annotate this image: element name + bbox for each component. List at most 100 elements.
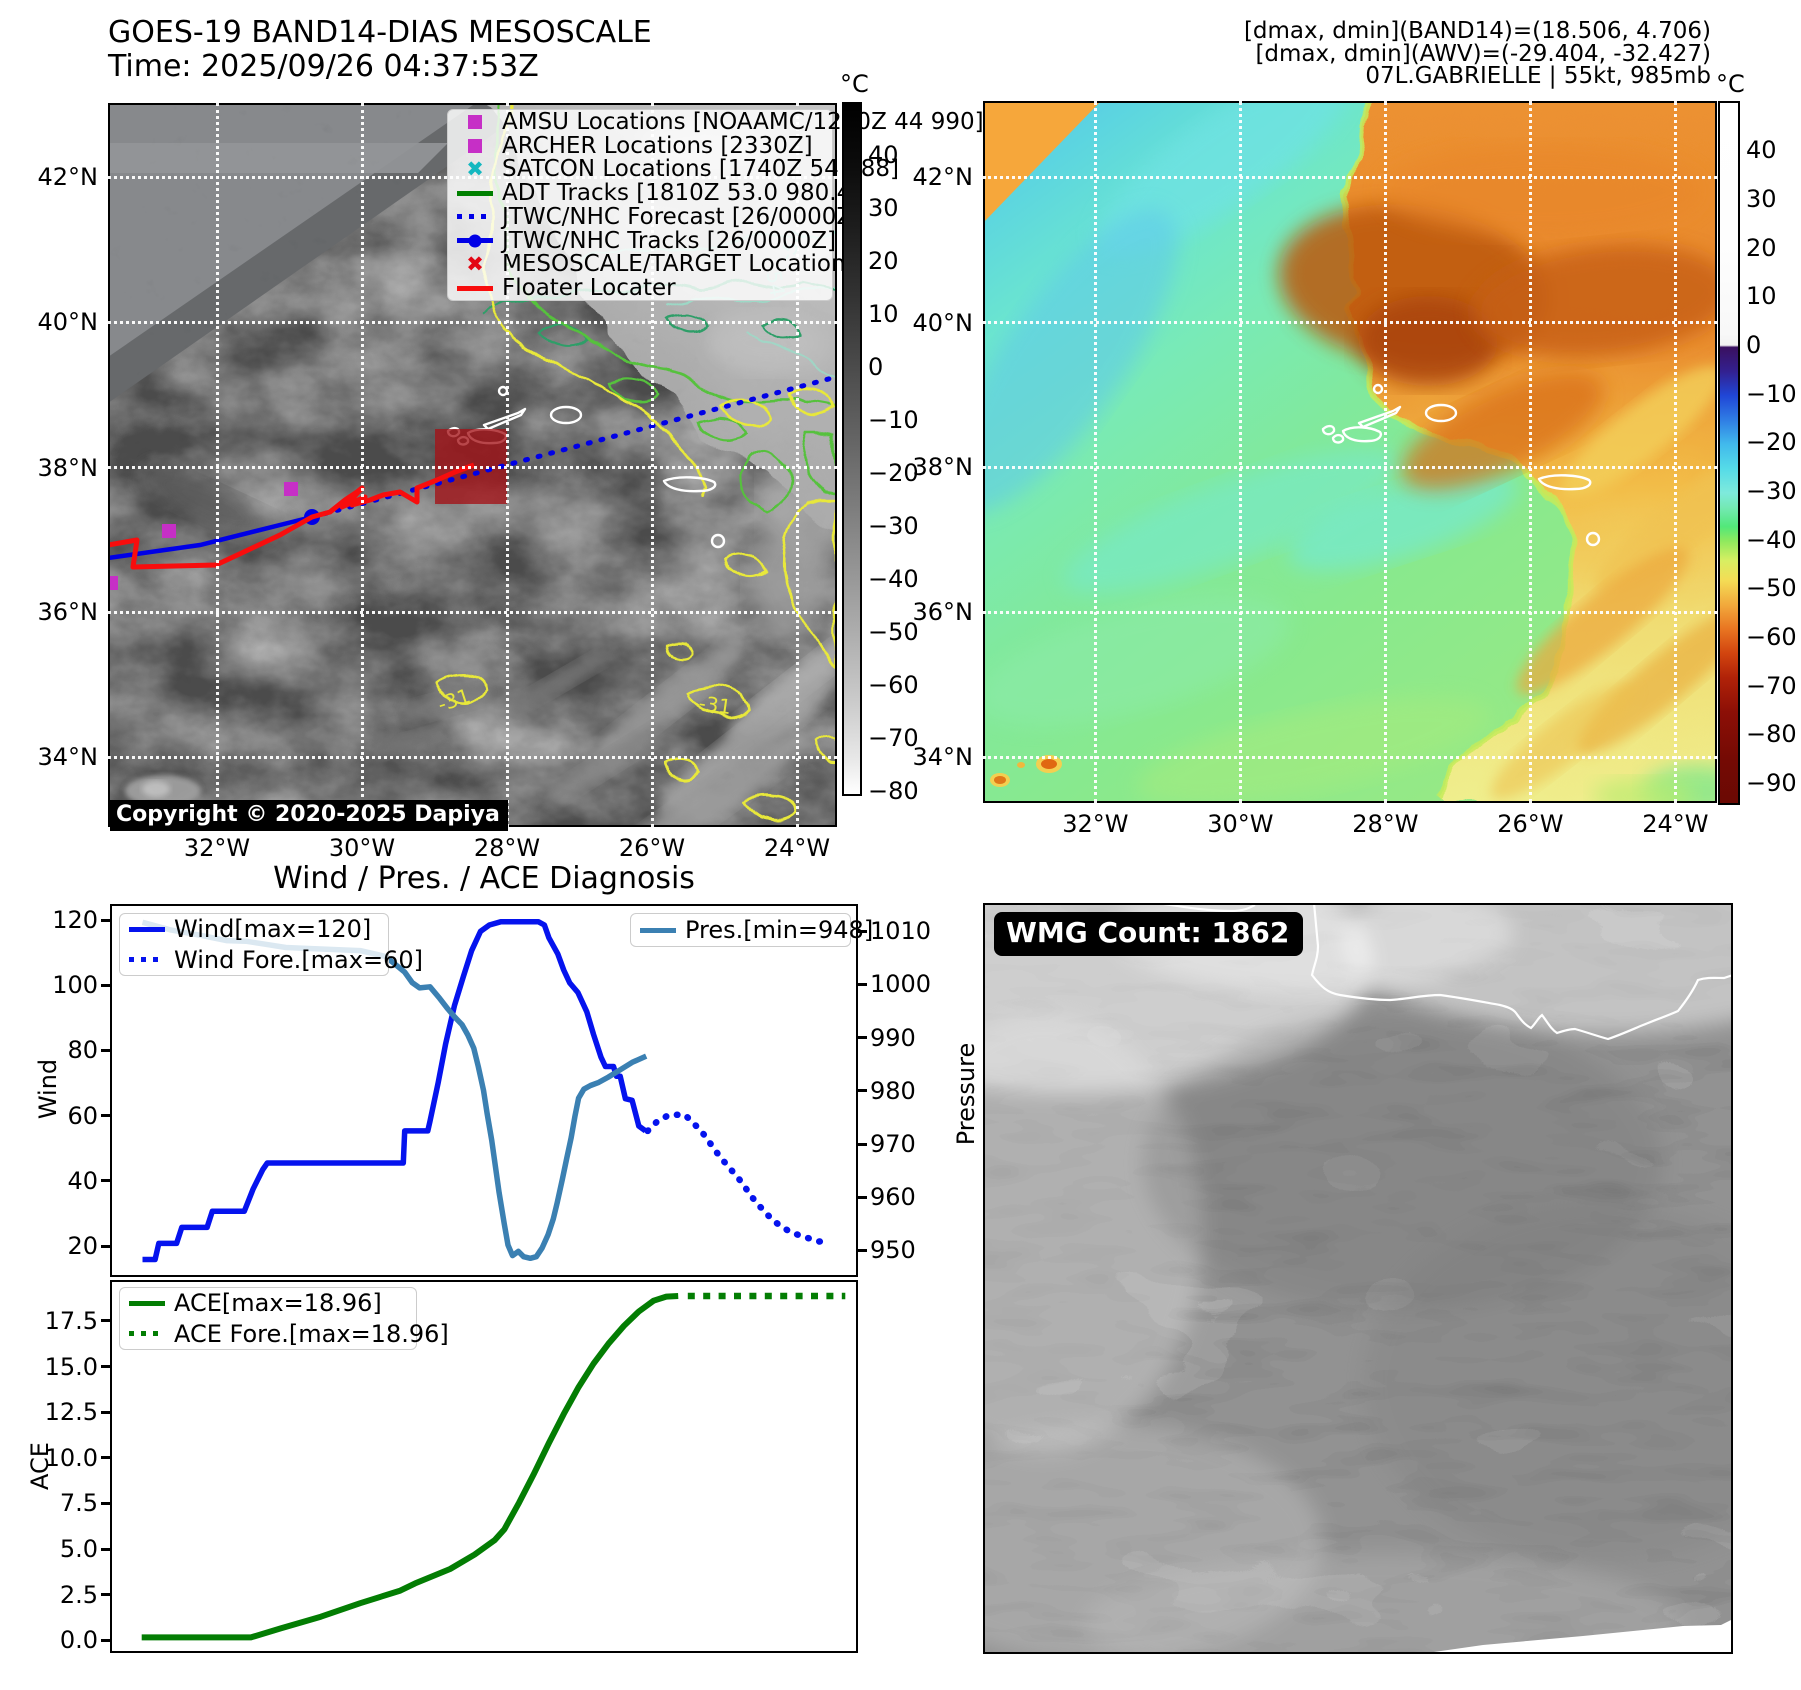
y-tick-mark — [101, 1501, 110, 1505]
y-tick-mark — [101, 1179, 110, 1183]
awv-nodata-triangle — [983, 101, 1101, 223]
lon-tick-label: 30°W — [328, 834, 396, 862]
awv-island-outlines — [1321, 383, 1601, 547]
dotline-legend-symbol-icon — [129, 1331, 165, 1337]
legend-label: MESOSCALE/TARGET Location — [502, 251, 846, 278]
xmark-legend-symbol-icon: ✖ — [466, 252, 484, 277]
legend-label: ACE[max=18.96] — [174, 1289, 382, 1318]
lat-tick-label: 40°N — [912, 308, 974, 337]
legend-row: Floater Locater — [448, 275, 832, 301]
legend-label: ADT Tracks [1810Z 53.0 980.4] — [502, 180, 861, 207]
legend-row: JTWC/NHC Forecast [26/0000Z] — [448, 204, 861, 230]
colorbar-tick-label: −60 — [1746, 623, 1797, 651]
line-legend-symbol-icon — [129, 1300, 165, 1306]
y-tick-mark — [101, 1410, 110, 1414]
colorbar-tick-label: 10 — [868, 300, 899, 328]
colorbar-tick-label: −30 — [1746, 476, 1797, 505]
square-legend-symbol-icon — [457, 114, 493, 129]
y-tick-label: 15.0 — [44, 1352, 98, 1381]
y-tick-label: 120 — [52, 906, 98, 934]
colorbar-tick-label: 30 — [1746, 184, 1777, 213]
y-tick-mark — [101, 983, 110, 987]
y-tick-label: 20 — [67, 1232, 98, 1260]
line-legend-symbol-icon — [457, 190, 493, 196]
y-tick-mark — [101, 1547, 110, 1551]
colorbar-tick-label: 40 — [1746, 136, 1777, 165]
legend-row: ACE Fore.[max=18.96] — [120, 1319, 449, 1348]
lat-tick-label: 36°N — [912, 598, 974, 626]
colorbar-tick-label: −50 — [868, 618, 919, 646]
contour-label: -31 — [697, 690, 733, 720]
legend-label: AMSU Locations [NOAAMC/1210Z 44 990] — [502, 108, 984, 135]
lat-tick-label: 38°N — [912, 453, 974, 481]
dotline-legend-symbol-icon — [129, 957, 165, 963]
legend-row: JTWC/NHC Tracks [26/0000Z] — [448, 228, 836, 254]
wmg-count-badge: WMG Count: 1862 — [994, 912, 1304, 956]
colorbar-tick-label: −50 — [1746, 574, 1797, 603]
line-legend-symbol-icon — [457, 285, 493, 291]
y-tick-mark — [101, 1048, 110, 1052]
wind-legend: Wind[max=120] Wind Fore.[max=60] — [119, 913, 423, 976]
square-legend-symbol-icon — [457, 138, 493, 153]
y-tick-label: 7.5 — [59, 1489, 98, 1518]
wmg-nodata-wedge — [1420, 1619, 1733, 1654]
awv-satellite-map — [983, 101, 1717, 803]
legend-label: SATCON Locations [1740Z 54 988] — [502, 156, 899, 183]
legend-label: Pres.[min=948] — [685, 916, 874, 944]
lon-tick-label: 30°W — [1207, 810, 1274, 838]
legend-row: ARCHER Locations [2330Z] — [448, 133, 832, 159]
line-legend-symbol-icon — [129, 926, 165, 932]
colorbar-tick-label: −70 — [868, 723, 919, 752]
y-tick-label: 100 — [52, 971, 98, 1000]
y-tick-mark — [101, 1638, 110, 1642]
series-wind-fore-max- — [644, 1111, 829, 1246]
colorbar-tick-label: −80 — [1746, 720, 1797, 749]
goes-island-outlines — [446, 385, 726, 549]
dotline-legend-symbol-icon — [457, 214, 493, 220]
awv-cool-texture — [983, 101, 1518, 803]
series-ace-max- — [141, 1293, 679, 1641]
lon-tick-label: 24°W — [763, 834, 831, 862]
lon-tick-label: 26°W — [1497, 810, 1564, 838]
y-tick-label: 40 — [67, 1166, 98, 1195]
y-tick-mark — [101, 918, 110, 922]
y-tick-label: 980 — [870, 1076, 916, 1105]
y-tick-mark — [101, 1244, 110, 1248]
colorbar-tick-label: −40 — [1746, 525, 1797, 554]
lat-tick-label: 34°N — [912, 743, 974, 771]
diagnosis-title: Wind / Pres. / ACE Diagnosis — [273, 861, 695, 896]
awv-warm-blobs — [990, 755, 1062, 787]
colorbar-tick-label: −20 — [868, 459, 919, 487]
awv-colorbar — [1718, 101, 1740, 805]
pressure-legend: Pres.[min=948] — [630, 913, 873, 947]
y-tick-label: 960 — [870, 1183, 916, 1212]
legend-row: AMSU Locations [NOAAMC/1210Z 44 990] — [448, 109, 984, 135]
y-tick-mark — [858, 1089, 867, 1093]
colorbar-tick-label: 20 — [1746, 233, 1777, 262]
legend-label: Wind[max=120] — [174, 915, 372, 944]
y-tick-label: 950 — [870, 1236, 916, 1265]
legend-label: JTWC/NHC Forecast [26/0000Z] — [502, 203, 862, 230]
colorbar-tick-label: −40 — [868, 565, 919, 593]
legend-label: Wind Fore.[max=60] — [174, 945, 423, 974]
lon-tick-label: 32°W — [183, 834, 251, 862]
y-tick-label: 970 — [870, 1130, 916, 1158]
goes-time: Time: 2025/09/26 04:37:53Z — [108, 49, 539, 84]
y-tick-mark — [858, 929, 867, 933]
lon-tick-label: 26°W — [618, 834, 686, 862]
ace-chart — [110, 1280, 858, 1653]
y-tick-label: 1000 — [870, 970, 932, 999]
colorbar-tick-label: 40 — [868, 141, 899, 169]
y-tick-mark — [101, 1593, 110, 1597]
wmg-map — [983, 903, 1733, 1654]
legend-label: ACE Fore.[max=18.96] — [174, 1319, 449, 1348]
legend-row: Pres.[min=948] — [631, 916, 873, 945]
y-tick-mark — [858, 1248, 867, 1252]
y-tick-label: 1010 — [870, 917, 932, 946]
y-tick-label: 12.5 — [44, 1398, 98, 1427]
goes-tracks — [108, 374, 837, 570]
colorbar-tick-label: −90 — [1746, 769, 1797, 797]
colorbar-tick-label: −20 — [1746, 428, 1797, 457]
y-tick-mark — [858, 1195, 867, 1199]
